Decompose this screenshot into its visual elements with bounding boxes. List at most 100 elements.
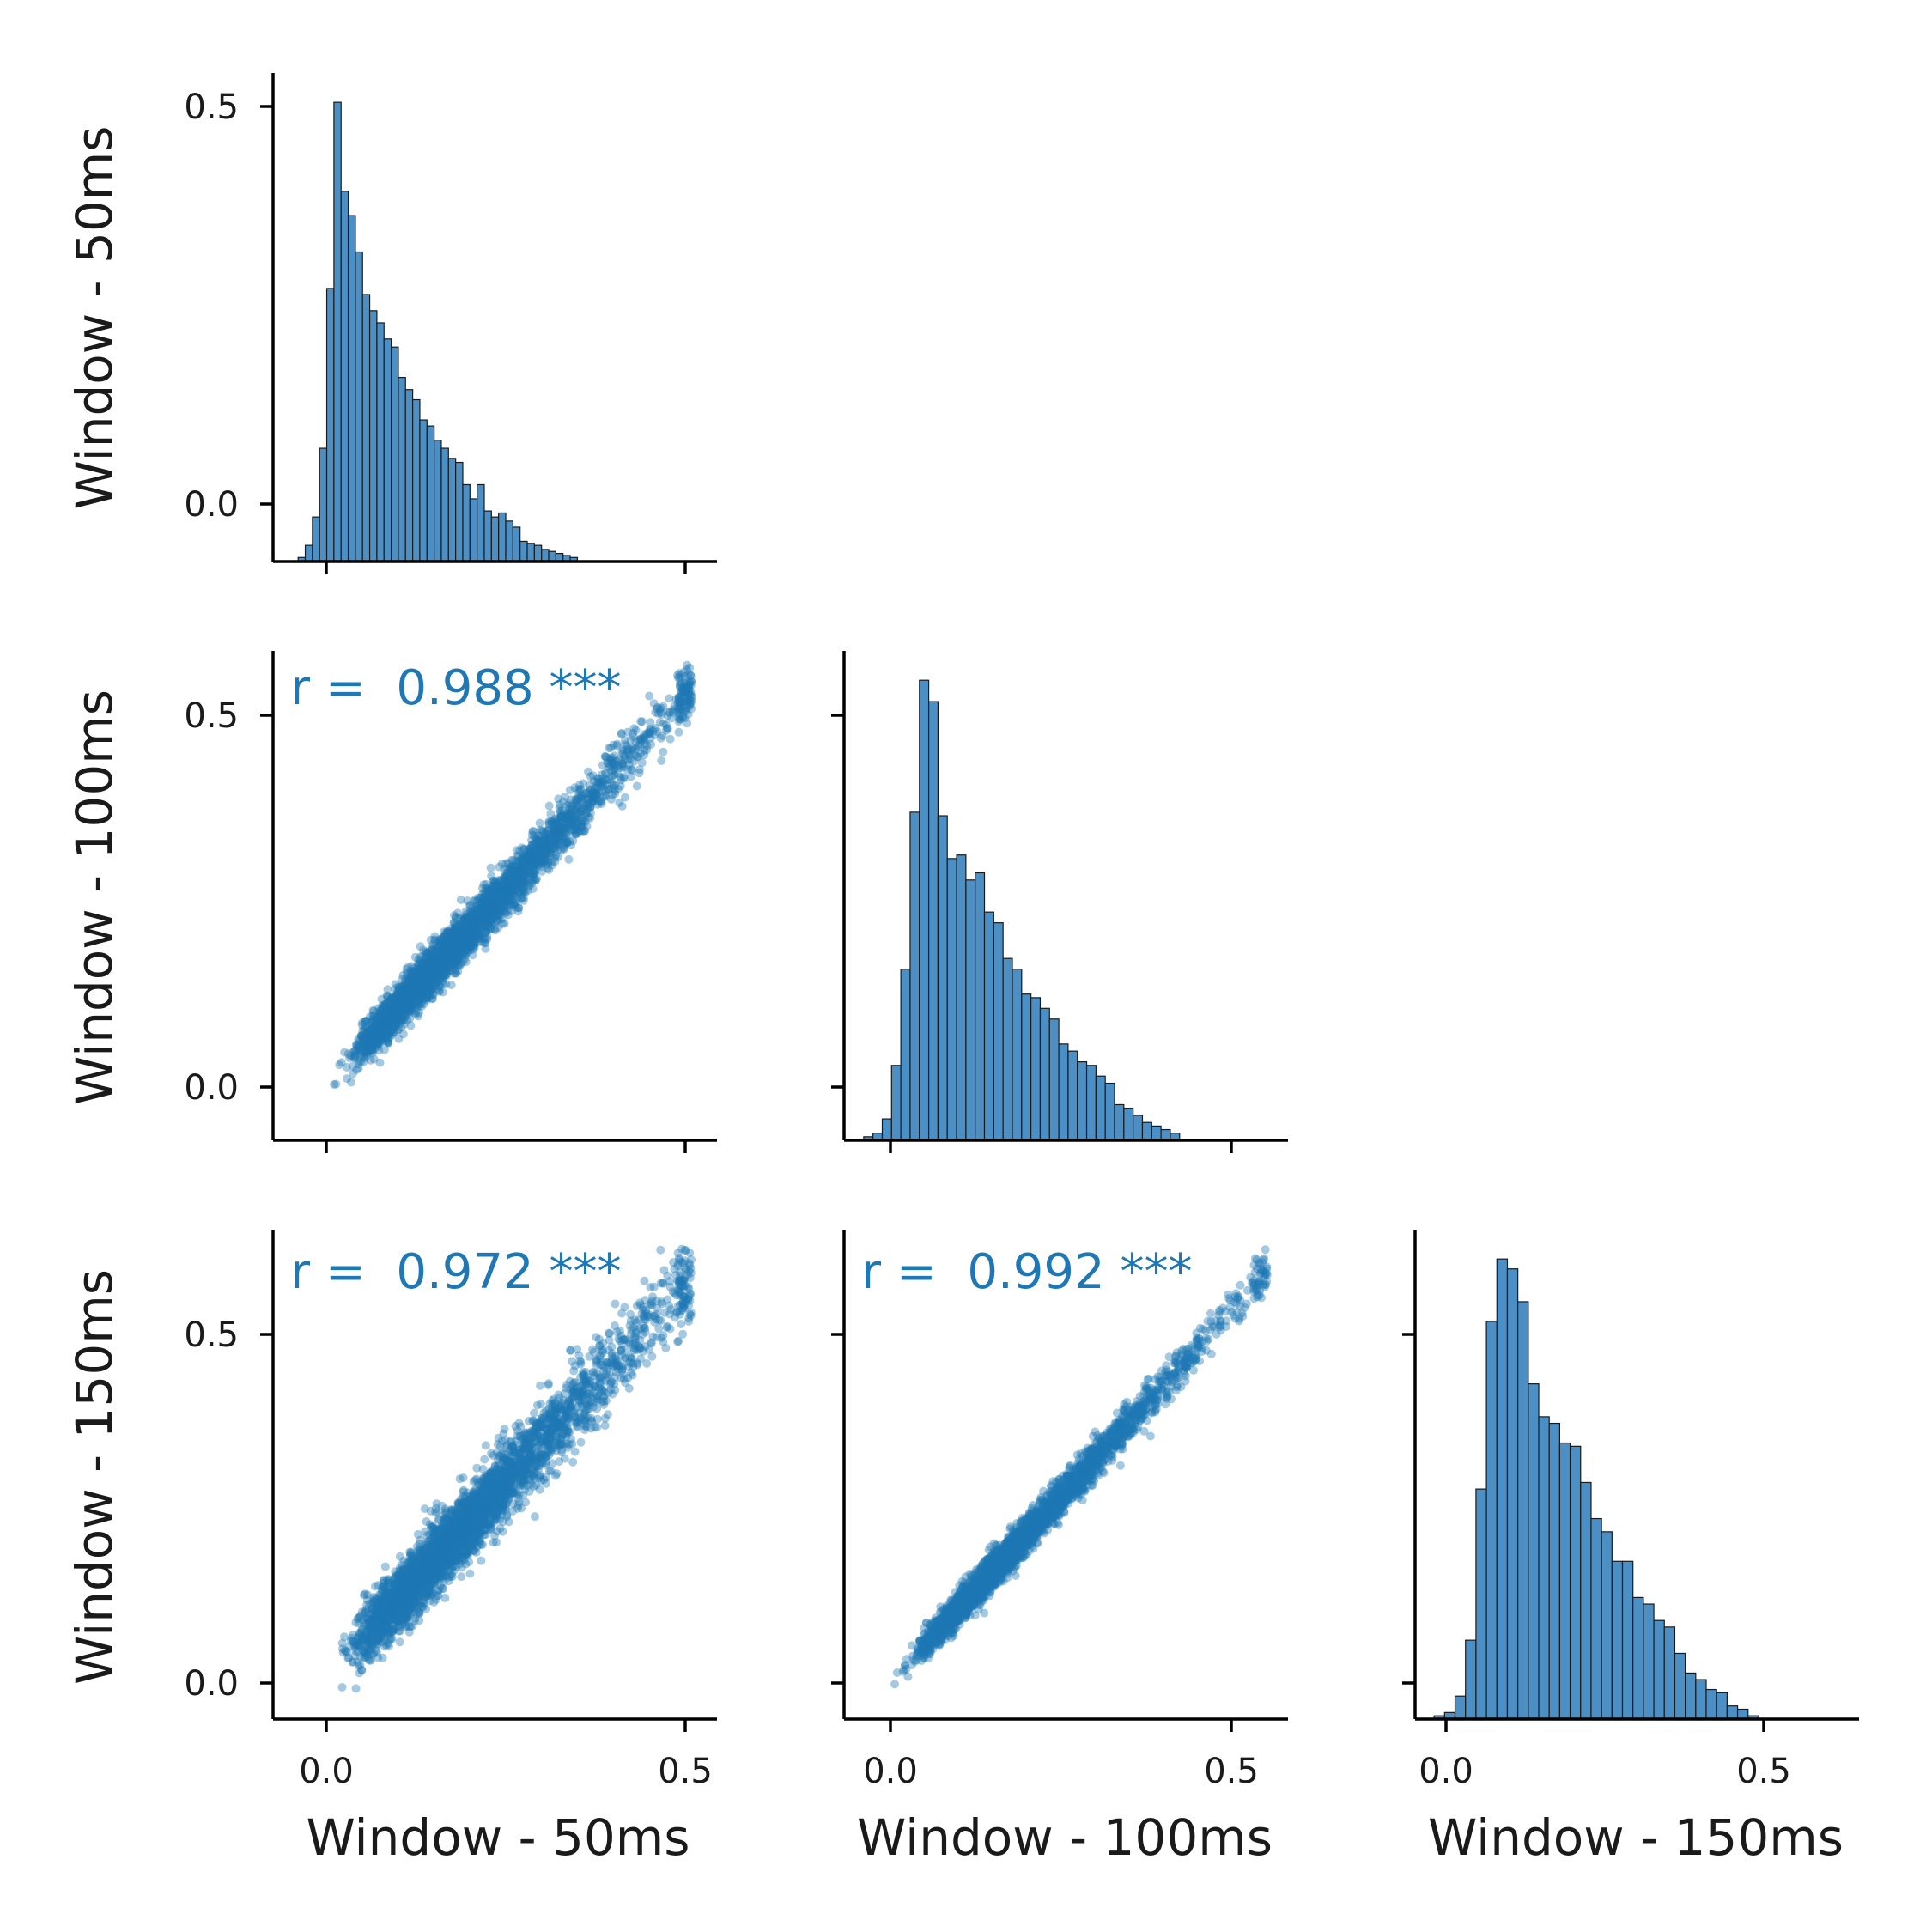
scatter-point bbox=[409, 967, 418, 976]
scatter-point bbox=[462, 920, 471, 930]
scatter-point bbox=[680, 707, 690, 716]
scatter-point bbox=[345, 1054, 355, 1063]
scatter-point bbox=[451, 931, 460, 939]
scatter-point bbox=[461, 923, 471, 933]
scatter-point bbox=[375, 1058, 385, 1067]
scatter-point bbox=[413, 975, 422, 985]
scatter-point bbox=[441, 969, 451, 979]
scatter-point bbox=[447, 935, 456, 944]
scatter-point bbox=[402, 987, 411, 997]
scatter-point bbox=[440, 942, 450, 951]
hist-bar bbox=[455, 461, 464, 562]
scatter-point bbox=[424, 977, 434, 986]
scatter-point bbox=[557, 811, 567, 821]
scatter-point bbox=[385, 1028, 394, 1037]
scatter-point bbox=[528, 827, 538, 836]
scatter-point bbox=[378, 1029, 387, 1037]
scatter-point bbox=[402, 1005, 411, 1014]
scatter-point bbox=[409, 989, 418, 999]
scatter-point bbox=[626, 736, 635, 745]
scatter-point bbox=[501, 859, 511, 868]
scatter-point bbox=[519, 844, 529, 854]
scatter-point bbox=[372, 1018, 381, 1028]
scatter-point bbox=[467, 932, 477, 941]
scatter-point bbox=[630, 750, 640, 760]
scatter-point bbox=[417, 963, 427, 972]
scatter-point bbox=[389, 998, 398, 1007]
scatter-point bbox=[405, 975, 415, 984]
scatter-point bbox=[477, 908, 487, 918]
hist-bar bbox=[900, 969, 911, 1141]
scatter-point bbox=[349, 1069, 357, 1078]
hist-panel-50ms bbox=[297, 101, 578, 562]
hist-bar bbox=[426, 425, 435, 562]
scatter-point bbox=[679, 701, 689, 710]
scatter-point bbox=[578, 827, 587, 836]
scatter-point bbox=[480, 938, 489, 947]
scatter-point bbox=[359, 1041, 368, 1050]
scatter-point bbox=[383, 1030, 392, 1040]
scatter-point bbox=[430, 969, 440, 977]
scatter-point bbox=[423, 990, 433, 999]
scatter-point bbox=[420, 975, 429, 985]
scatter-point bbox=[432, 963, 441, 972]
scatter-point bbox=[446, 940, 455, 950]
scatter-point bbox=[465, 918, 475, 927]
hist-bar bbox=[909, 811, 920, 1141]
scatter-point bbox=[624, 1383, 634, 1393]
scatter-point bbox=[501, 886, 510, 896]
scatter-point bbox=[391, 995, 400, 1005]
hist-bar bbox=[490, 516, 500, 562]
scatter-point bbox=[532, 861, 542, 871]
hist-bar bbox=[376, 322, 385, 562]
scatter-point bbox=[391, 1010, 400, 1019]
scatter-point bbox=[419, 958, 428, 968]
scatter-point bbox=[436, 974, 446, 983]
hist-bar bbox=[946, 858, 957, 1141]
scatter-point bbox=[449, 930, 459, 939]
scatter-point bbox=[361, 1037, 371, 1047]
scatter-point bbox=[449, 954, 459, 963]
scatter-point bbox=[503, 881, 513, 890]
scatter-point bbox=[413, 981, 422, 990]
hist-bar bbox=[440, 447, 449, 562]
scatter-point bbox=[495, 911, 505, 920]
scatter-point bbox=[676, 678, 685, 688]
scatter-point bbox=[374, 1020, 384, 1030]
scatter-point bbox=[523, 865, 532, 874]
scatter-point bbox=[549, 835, 558, 845]
scatter-point bbox=[422, 962, 431, 971]
scatter-point bbox=[408, 991, 416, 1000]
scatter-point bbox=[424, 987, 434, 996]
hist-bar bbox=[505, 520, 513, 562]
scatter-point bbox=[411, 984, 420, 993]
scatter-point bbox=[384, 1017, 393, 1026]
hist-bar bbox=[937, 815, 948, 1141]
scatter-point bbox=[509, 861, 519, 871]
scatter-point bbox=[470, 917, 479, 927]
hist-bar bbox=[361, 294, 371, 562]
scatter-point bbox=[437, 971, 447, 981]
scatter-point bbox=[407, 986, 416, 995]
scatter-point bbox=[593, 774, 603, 783]
scatter-point bbox=[544, 830, 554, 839]
scatter-point bbox=[428, 987, 437, 996]
scatter-point bbox=[525, 847, 534, 856]
scatter-point bbox=[608, 753, 617, 762]
hist-bar bbox=[533, 544, 543, 562]
scatter-point bbox=[485, 900, 495, 909]
scatter-point bbox=[489, 888, 498, 897]
scatter-point bbox=[378, 1008, 386, 1018]
scatter-point bbox=[606, 743, 616, 752]
scatter-point bbox=[366, 1039, 375, 1048]
scatter-point bbox=[417, 960, 427, 969]
scatter-point bbox=[480, 902, 489, 912]
scatter-point bbox=[469, 909, 477, 918]
scatter-point bbox=[410, 975, 420, 984]
scatter-point bbox=[489, 904, 497, 914]
hist-bar bbox=[512, 526, 521, 562]
scatter-point bbox=[514, 867, 524, 877]
scatter-point bbox=[564, 799, 574, 809]
hist-bar bbox=[881, 1118, 892, 1141]
scatter-point bbox=[358, 1026, 368, 1036]
